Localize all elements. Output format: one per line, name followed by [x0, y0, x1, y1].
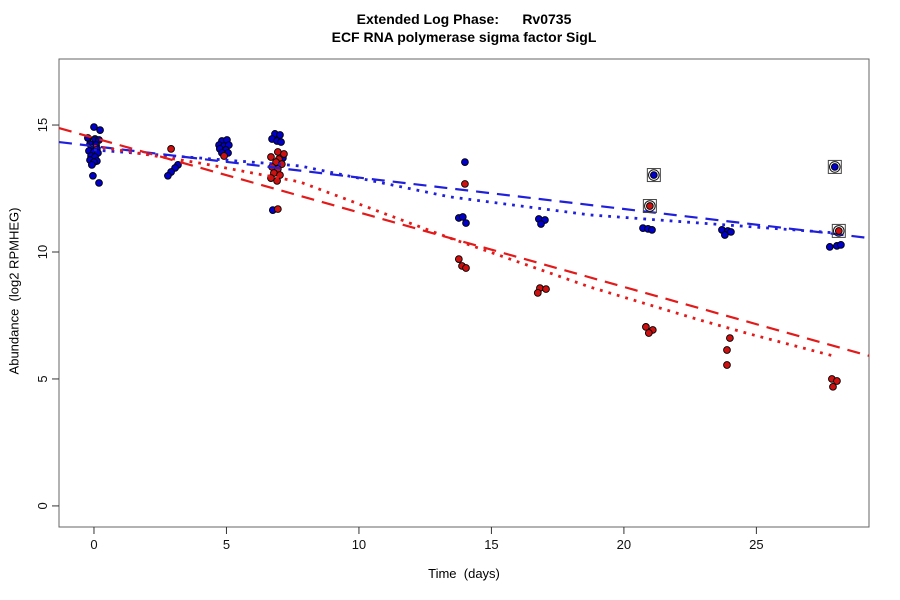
flagged-point-blue-condition [830, 163, 839, 171]
data-point-red-condition [167, 145, 175, 153]
data-point-red-condition [274, 205, 282, 213]
y-tick-label: 0 [35, 502, 50, 509]
data-point-red-condition [542, 285, 550, 293]
data-point-red-condition [642, 323, 650, 331]
data-point-red-condition [726, 334, 734, 342]
flagged-point-red-condition [646, 202, 654, 210]
x-tick-label: 10 [352, 537, 366, 552]
data-point-blue-condition [648, 226, 656, 234]
plot-title-line2: ECF RNA polymerase sigma factor SigL [331, 29, 597, 45]
flagged-point-blue-condition [649, 171, 658, 179]
data-point-red-condition [829, 382, 837, 391]
data-point-blue-condition [537, 220, 545, 228]
data-point-blue-condition [96, 126, 104, 134]
data-point-red-condition [462, 264, 470, 272]
x-tick-label: 20 [617, 537, 631, 552]
y-tick-label: 10 [35, 245, 50, 259]
data-point-red-condition [280, 150, 288, 158]
plot-box [58, 58, 870, 528]
data-point-red-condition [454, 255, 463, 263]
data-point-blue-condition [458, 213, 467, 221]
data-point-red-condition [644, 329, 653, 337]
x-tick-label: 15 [484, 537, 498, 552]
plot-title-line1: Extended Log Phase: Rv0735 [356, 11, 572, 27]
flag-circle-marker [648, 169, 660, 181]
data-point-blue-condition [721, 231, 729, 239]
y-tick-label: 15 [35, 118, 50, 132]
flag-circle-marker [832, 225, 845, 237]
data-point-red-condition [533, 289, 542, 297]
data-point-blue-condition [825, 243, 834, 251]
y-tick-label: 5 [35, 375, 50, 382]
data-point-red-condition [723, 361, 731, 369]
data-point-blue-condition [276, 131, 284, 139]
x-tick-label: 5 [223, 537, 230, 552]
flag-square-marker [642, 199, 657, 214]
data-point-blue-condition [461, 158, 469, 166]
y-axis-label: Abundance (log2 RPMHEG) [6, 207, 22, 375]
flag-square-marker [827, 159, 842, 174]
data-point-blue-condition [462, 219, 470, 227]
flag-square-marker [646, 168, 661, 183]
x-tick-label: 25 [749, 537, 763, 552]
blue-linear-fit [58, 140, 870, 240]
data-point-blue-condition [88, 161, 96, 169]
data-point-blue-condition [277, 138, 285, 146]
data-point-red-condition [267, 153, 275, 161]
data-point-red-condition [220, 152, 228, 160]
data-point-blue-condition [837, 241, 845, 249]
red-smooth-fit [93, 144, 834, 358]
data-point-blue-condition [95, 179, 103, 187]
flag-circle-marker [644, 200, 656, 212]
data-point-blue-condition [90, 123, 98, 131]
data-point-red-condition [833, 377, 841, 385]
ring-marker-blue-condition [88, 136, 100, 148]
x-axis-label: Time (days) [428, 566, 500, 581]
data-point-blue-condition [89, 171, 97, 180]
x-tick-label: 0 [90, 537, 97, 552]
data-point-red-condition [461, 180, 469, 188]
flagged-point-red-condition [834, 227, 843, 235]
flag-circle-marker [829, 161, 841, 173]
red-linear-fit [58, 127, 870, 357]
flag-square-marker [831, 223, 846, 238]
data-point-red-condition [723, 346, 731, 354]
data-point-blue-condition [727, 228, 735, 236]
blue-smooth-fit [93, 148, 836, 235]
data-point-blue-condition [164, 171, 172, 180]
